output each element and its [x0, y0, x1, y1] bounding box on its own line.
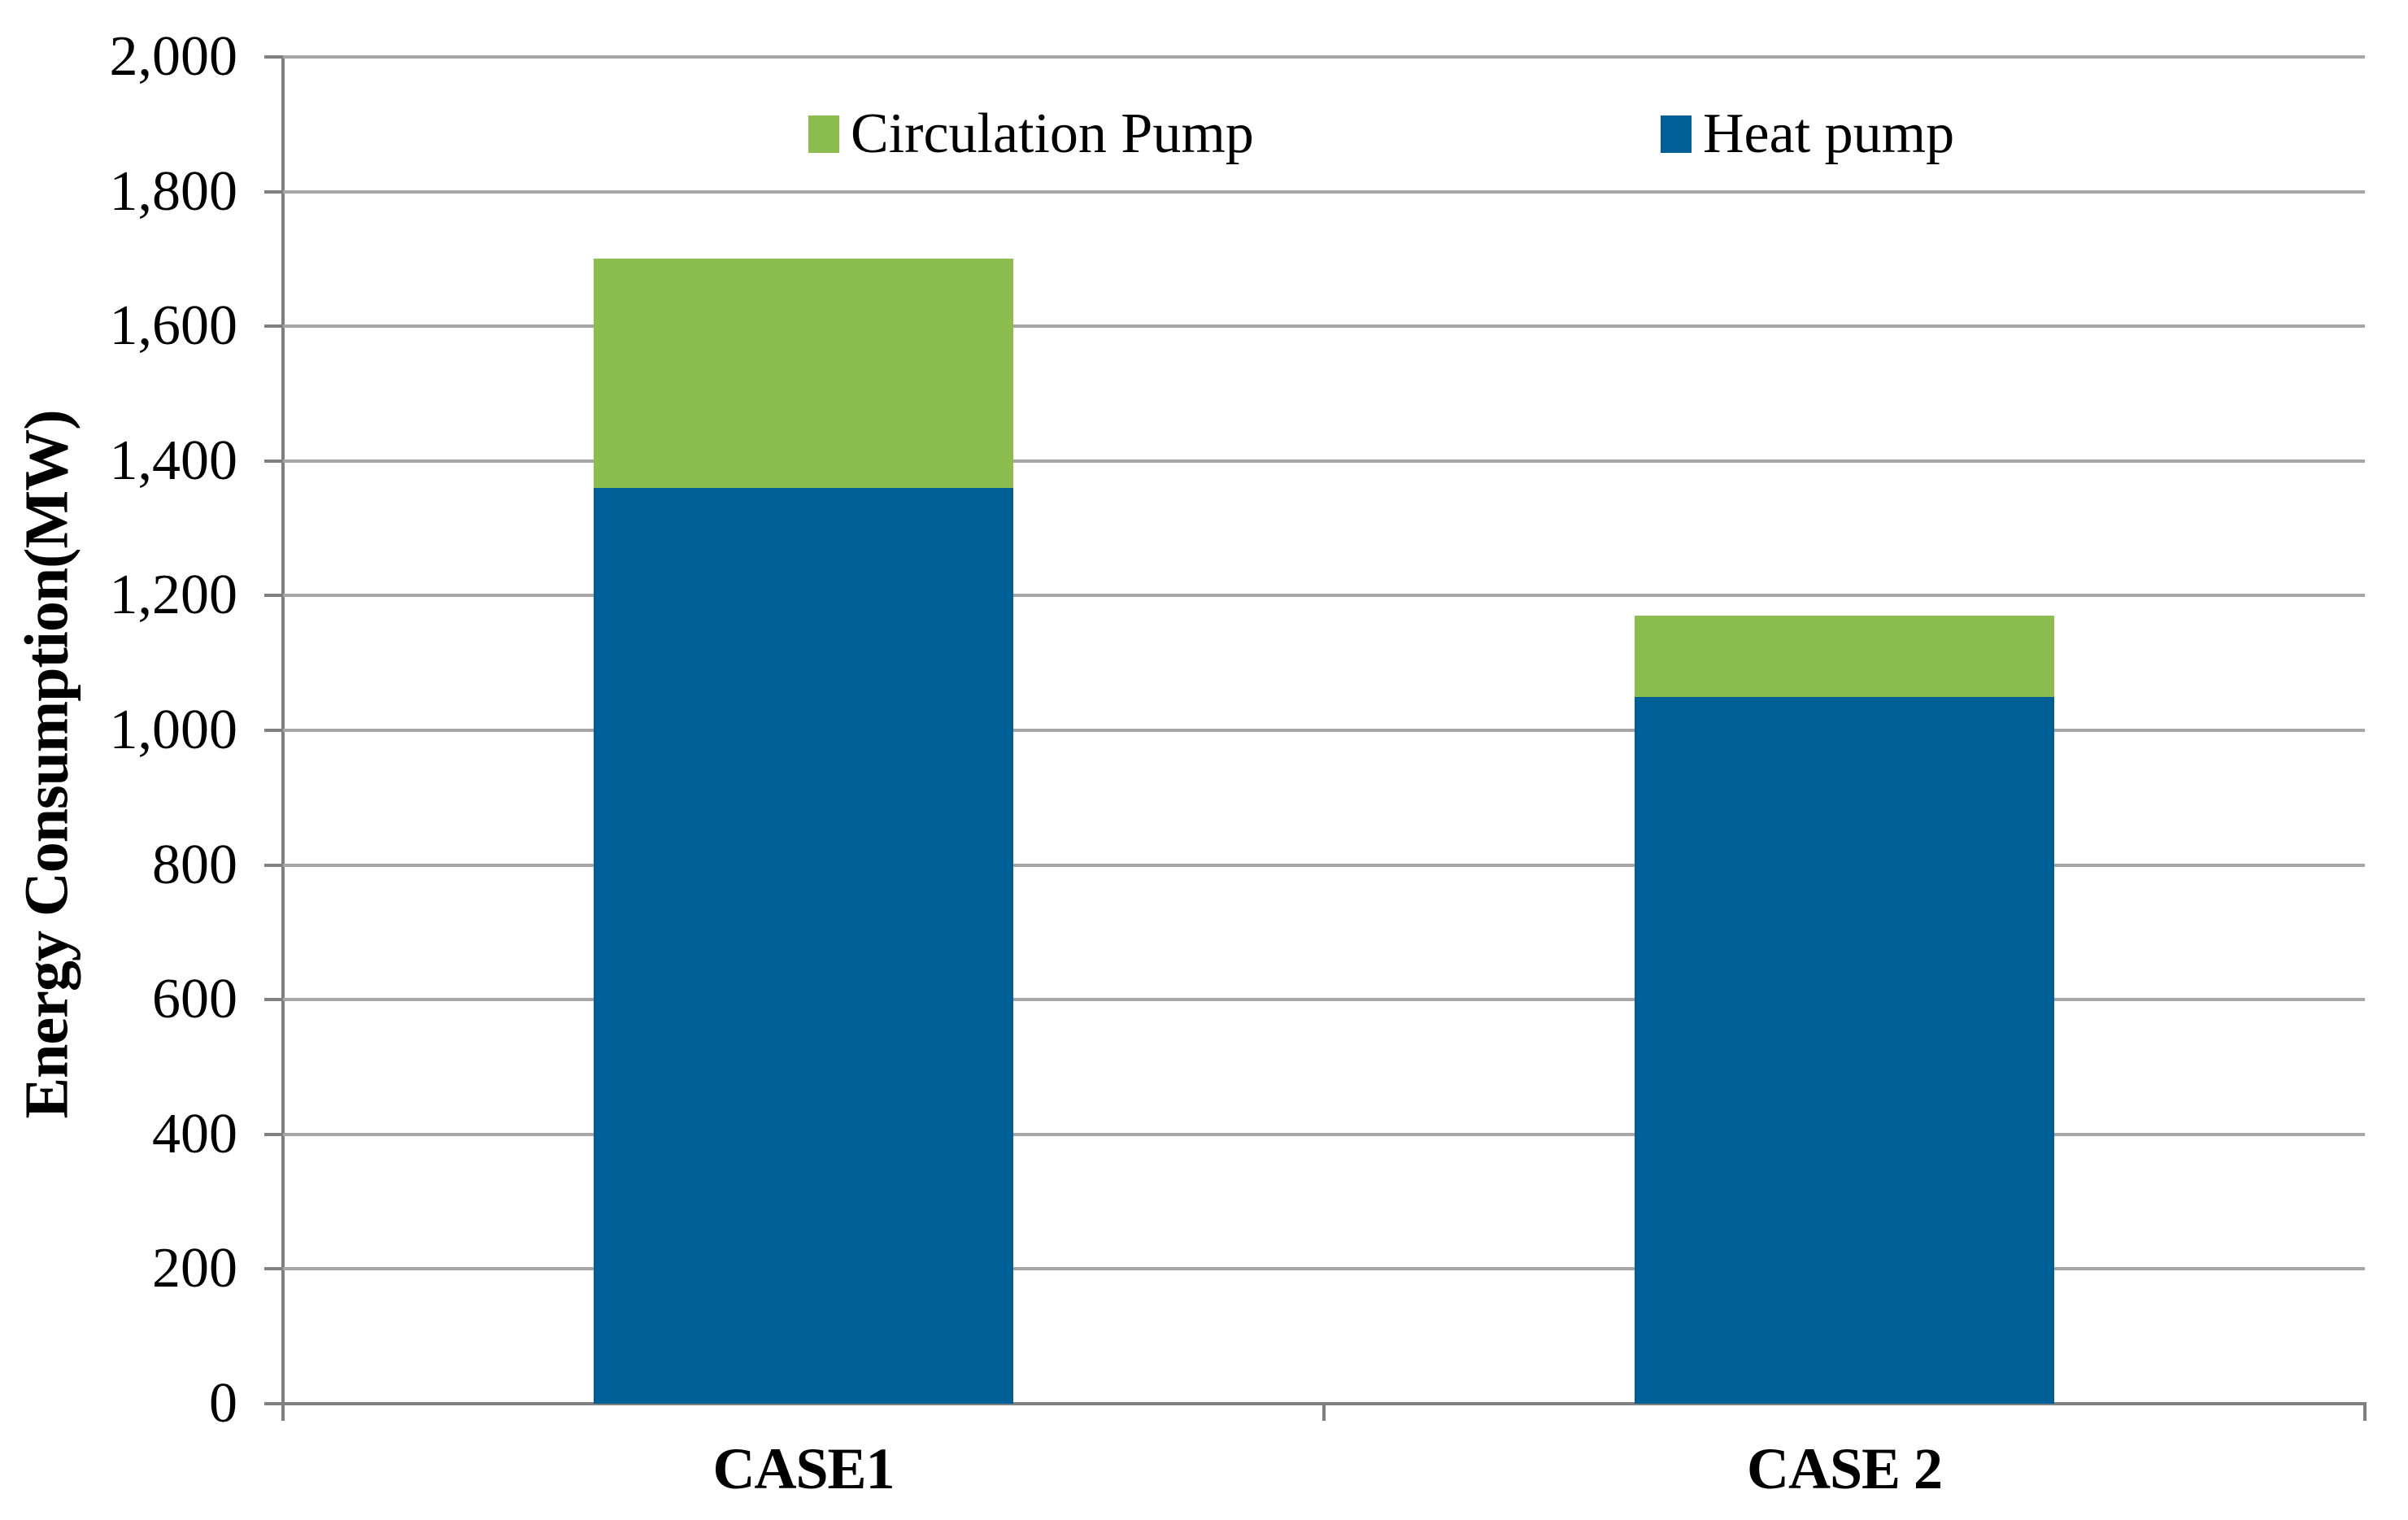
legend-entry-circulation-pump: Circulation Pump — [808, 104, 1254, 164]
gridline-1200 — [283, 594, 2365, 598]
y-tick-label-2,000: 2,000 — [109, 25, 238, 88]
x-axis-tick — [1322, 1404, 1326, 1421]
y-tick-label-1,400: 1,400 — [109, 429, 238, 492]
y-tick-label-800: 800 — [152, 833, 237, 896]
y-axis-tick — [264, 998, 283, 1002]
legend-swatch-heat-pump-icon — [1661, 115, 1692, 153]
x-axis-line — [264, 1402, 2367, 1405]
x-axis-tick — [2363, 1404, 2367, 1421]
y-tick-label-200: 200 — [152, 1237, 237, 1300]
gridline-600 — [283, 998, 2365, 1002]
y-axis-tick — [264, 729, 283, 732]
plot-area — [264, 55, 2367, 1421]
gridline-1400 — [283, 459, 2365, 463]
y-tick-label-1,800: 1,800 — [109, 159, 238, 223]
y-tick-label-0: 0 — [209, 1372, 237, 1435]
bar-segment-case1-circulation-pump — [594, 259, 1013, 488]
y-axis-tick — [264, 863, 283, 867]
gridline-800 — [283, 863, 2365, 867]
y-axis-tick — [264, 189, 283, 194]
gridline-1800 — [283, 189, 2365, 194]
bar-segment-case1-heat-pump — [594, 487, 1013, 1404]
gridline-1000 — [283, 729, 2365, 732]
gridline-1600 — [283, 324, 2365, 329]
gridline-2000 — [283, 55, 2365, 59]
legend-swatch-circulation-pump-icon — [808, 115, 839, 153]
y-axis-tick — [264, 55, 283, 59]
y-tick-label-400: 400 — [152, 1102, 237, 1165]
category-label-case1: CASE1 — [712, 1436, 895, 1501]
y-tick-label-1,600: 1,600 — [109, 294, 238, 358]
category-label-case2: CASE 2 — [1746, 1436, 1943, 1501]
bar-segment-case2-heat-pump — [1635, 696, 2054, 1404]
bar-segment-case2-circulation-pump — [1635, 616, 2054, 697]
legend-entry-heat-pump: Heat pump — [1661, 104, 1954, 164]
y-axis-tick — [264, 459, 283, 463]
y-axis-tick — [264, 324, 283, 329]
y-tick-label-600: 600 — [152, 968, 237, 1031]
y-tick-label-1,200: 1,200 — [109, 564, 238, 627]
y-axis-tick — [264, 594, 283, 598]
gridline-400 — [283, 1132, 2365, 1136]
y-axis-line — [281, 57, 285, 1421]
gridline-200 — [283, 1267, 2365, 1271]
y-axis-tick — [264, 1132, 283, 1136]
legend-label-heat-pump: Heat pump — [1703, 102, 1955, 165]
y-tick-label-1,000: 1,000 — [109, 699, 238, 761]
legend-label-circulation-pump: Circulation Pump — [851, 102, 1254, 165]
y-axis-tick — [264, 1267, 283, 1271]
